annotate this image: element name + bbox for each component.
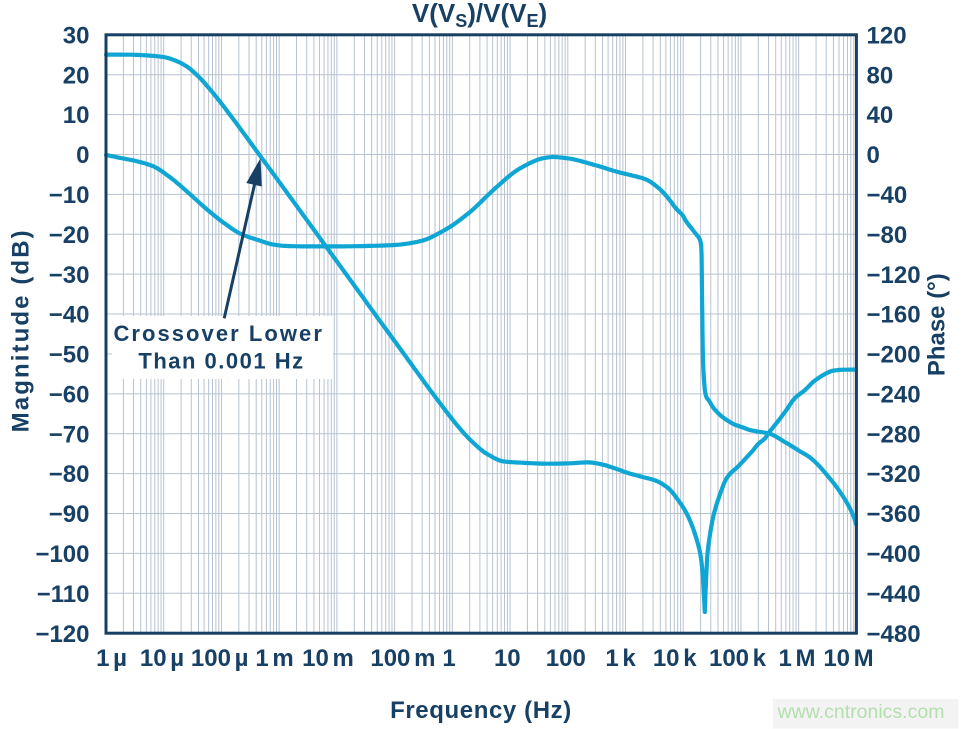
svg-text:V(VS)/V(VE): V(VS)/V(VE) [412, 0, 547, 31]
svg-text:Crossover Lower: Crossover Lower [113, 321, 323, 346]
svg-text:−200: −200 [867, 342, 921, 369]
svg-text:40: 40 [867, 102, 894, 129]
svg-text:10: 10 [494, 645, 521, 672]
svg-text:30: 30 [63, 22, 90, 49]
svg-text:−20: −20 [49, 222, 90, 249]
svg-text:100: 100 [546, 645, 586, 672]
svg-text:−90: −90 [49, 501, 90, 528]
svg-text:10: 10 [63, 102, 90, 129]
svg-text:1 k: 1 k [605, 645, 636, 672]
svg-text:−160: −160 [867, 302, 921, 329]
svg-text:Than 0.001 Hz: Than 0.001 Hz [138, 349, 304, 374]
svg-text:Phase (°): Phase (°) [924, 273, 951, 376]
svg-text:100 µ: 100 µ [191, 645, 249, 672]
svg-text:−40: −40 [867, 182, 908, 209]
svg-text:−280: −280 [867, 421, 921, 448]
svg-text:www.cntronics.com: www.cntronics.com [777, 701, 945, 723]
svg-text:120: 120 [867, 22, 907, 49]
svg-text:100 k: 100 k [709, 645, 767, 672]
svg-text:−240: −240 [867, 381, 921, 408]
svg-text:80: 80 [867, 62, 894, 89]
svg-text:1: 1 [442, 645, 455, 672]
svg-text:−120: −120 [867, 262, 921, 289]
svg-text:−320: −320 [867, 461, 921, 488]
svg-text:Frequency (Hz): Frequency (Hz) [390, 697, 572, 724]
svg-text:−10: −10 [49, 182, 90, 209]
svg-text:−110: −110 [37, 581, 90, 608]
svg-text:1 µ: 1 µ [96, 645, 127, 672]
svg-text:−360: −360 [867, 501, 921, 528]
svg-text:−70: −70 [49, 421, 90, 448]
svg-text:10 µ: 10 µ [140, 645, 184, 672]
svg-text:10 m: 10 m [302, 645, 354, 672]
svg-text:0: 0 [867, 142, 880, 169]
svg-text:−60: −60 [49, 381, 90, 408]
svg-text:−80: −80 [867, 222, 908, 249]
svg-text:1 M: 1 M [778, 645, 815, 672]
svg-text:−120: −120 [35, 621, 89, 648]
svg-text:20: 20 [63, 62, 90, 89]
svg-text:1 m: 1 m [255, 645, 293, 672]
svg-text:10 k: 10 k [653, 645, 697, 672]
svg-text:−100: −100 [35, 541, 89, 568]
svg-text:−480: −480 [867, 621, 921, 648]
svg-text:0: 0 [76, 142, 89, 169]
svg-text:Magnitude (dB): Magnitude (dB) [8, 228, 35, 432]
svg-text:−40: −40 [49, 302, 90, 329]
svg-text:−80: −80 [49, 461, 90, 488]
svg-text:100 m: 100 m [370, 645, 435, 672]
svg-text:−30: −30 [49, 262, 90, 289]
svg-text:−400: −400 [867, 541, 921, 568]
svg-text:10 M: 10 M [823, 645, 873, 672]
svg-text:−50: −50 [49, 342, 90, 369]
svg-text:−440: −440 [867, 581, 921, 608]
